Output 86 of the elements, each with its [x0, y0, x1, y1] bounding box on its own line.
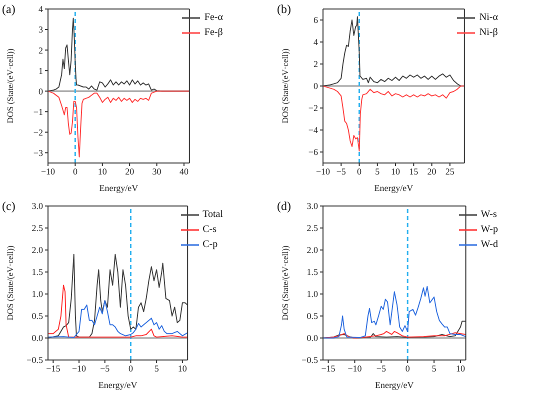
x-tick-label: 40: [179, 166, 189, 176]
x-tick-label: −15: [46, 363, 61, 374]
legend-label: W-p: [480, 223, 498, 236]
legend-label: W-s: [480, 208, 497, 221]
x-tick-label: −10: [40, 166, 56, 176]
y-tick-label: −3: [33, 148, 44, 158]
x-tick-label: 0: [72, 166, 78, 176]
y-tick-label: 6: [314, 15, 318, 26]
x-tick-label: 10: [98, 166, 108, 176]
line-series: [48, 284, 188, 338]
y-tick-label: 0.0: [32, 333, 44, 344]
legend-label: Fe-β: [204, 26, 223, 39]
chart-title: (d): [277, 199, 291, 214]
y-tick-label: 0: [38, 86, 44, 96]
y-tick-label: 1.5: [32, 267, 44, 278]
x-tick-label: 10: [391, 166, 401, 176]
y-axis-title: DOS (State/(eV·cell)): [5, 245, 16, 320]
y-tick-label: 3.0: [306, 201, 318, 212]
y-tick-label: 1.0: [306, 289, 318, 300]
chart-title: (a): [2, 2, 16, 17]
x-axis-title: Energy/eV: [374, 183, 414, 193]
x-tick-label: 25: [445, 166, 455, 176]
x-axis-title: Energy/eV: [99, 183, 139, 193]
x-axis-title: Energy/eV: [374, 380, 414, 390]
y-axis-title: DOS (State/(eV·cell)): [5, 48, 16, 124]
y-tick-label: −1: [33, 106, 43, 117]
legend-label: C-p: [202, 238, 218, 251]
legend-label: Fe-α: [204, 11, 223, 24]
x-tick-label: −10: [348, 363, 362, 374]
x-tick-label: 5: [375, 166, 380, 176]
y-tick-label: 1.0: [32, 289, 44, 300]
legend-label: Ni-α: [479, 11, 498, 24]
y-tick-label: 2.5: [32, 223, 44, 234]
line-series: [48, 90, 190, 158]
x-tick-label: 5: [154, 363, 160, 374]
chart-title: (c): [2, 199, 16, 214]
y-tick-label: −0.5: [26, 355, 44, 366]
y-axis-title: DOS (State/(eV·cell)): [280, 245, 290, 320]
y-tick-label: 0.0: [306, 333, 318, 344]
x-tick-label: 5: [432, 363, 437, 374]
y-tick-label: 2: [38, 45, 43, 56]
x-axis-title: Energy/eV: [98, 380, 138, 390]
y-tick-label: 2.0: [32, 245, 44, 256]
line-series: [48, 300, 188, 338]
legend-label: C-s: [202, 223, 216, 236]
x-tick-label: −15: [321, 363, 336, 374]
y-tick-label: 4: [314, 37, 318, 48]
y-tick-label: −2: [33, 127, 43, 138]
y-tick-label: 3: [38, 24, 44, 35]
x-tick-label: −5: [376, 363, 386, 374]
x-tick-label: −5: [336, 166, 346, 176]
y-tick-label: −4: [308, 125, 318, 136]
y-tick-label: 1.5: [306, 267, 318, 278]
line-series: [323, 86, 464, 152]
x-tick-label: 0: [405, 363, 410, 374]
y-tick-label: 1: [38, 66, 43, 76]
x-tick-label: −5: [100, 363, 110, 374]
y-tick-label: 0: [314, 81, 318, 92]
y-tick-label: 4: [38, 4, 44, 14]
x-tick-label: 10: [456, 363, 466, 374]
x-tick-label: −10: [72, 363, 87, 374]
y-tick-label: −2: [308, 103, 318, 114]
y-tick-label: 3.0: [32, 201, 44, 212]
x-tick-label: 0: [128, 363, 134, 374]
y-axis-title: DOS (State/(eV·cell)): [280, 48, 290, 124]
y-tick-label: −6: [308, 147, 318, 158]
x-tick-label: 15: [409, 166, 419, 176]
legend-label: Ni-β: [479, 26, 498, 39]
line-series: [48, 254, 188, 338]
chart-title: (b): [277, 2, 291, 17]
legend-label: Total: [202, 208, 223, 221]
x-tick-label: −10: [316, 166, 331, 176]
x-tick-label: 10: [178, 363, 188, 374]
y-tick-label: −0.5: [302, 355, 318, 366]
y-tick-label: 2.5: [306, 223, 318, 234]
x-tick-label: 20: [125, 166, 135, 176]
x-tick-label: 20: [427, 166, 437, 176]
y-tick-label: 0.5: [32, 311, 44, 322]
y-tick-label: 0.5: [306, 311, 318, 322]
y-tick-label: 2.0: [306, 245, 318, 256]
line-series: [323, 330, 466, 338]
y-tick-label: 2: [314, 59, 318, 70]
x-tick-label: 0: [357, 166, 362, 176]
x-tick-label: 30: [152, 166, 162, 176]
legend-label: W-d: [480, 238, 498, 251]
line-series: [323, 286, 466, 338]
